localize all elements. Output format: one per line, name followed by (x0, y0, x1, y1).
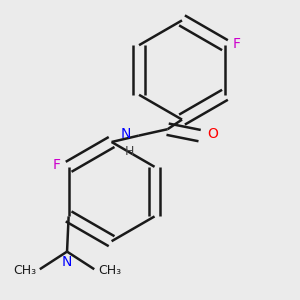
Text: CH₃: CH₃ (98, 264, 121, 277)
Text: O: O (208, 127, 218, 141)
Text: CH₃: CH₃ (13, 264, 36, 277)
Text: N: N (120, 127, 131, 141)
Text: F: F (52, 158, 61, 172)
Text: H: H (125, 145, 134, 158)
Text: F: F (233, 37, 241, 51)
Text: N: N (62, 256, 72, 269)
